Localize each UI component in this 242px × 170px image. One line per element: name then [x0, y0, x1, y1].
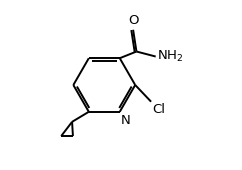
Text: Cl: Cl	[152, 103, 165, 116]
Text: O: O	[128, 14, 138, 27]
Text: N: N	[121, 114, 130, 127]
Text: NH$_2$: NH$_2$	[157, 49, 183, 64]
